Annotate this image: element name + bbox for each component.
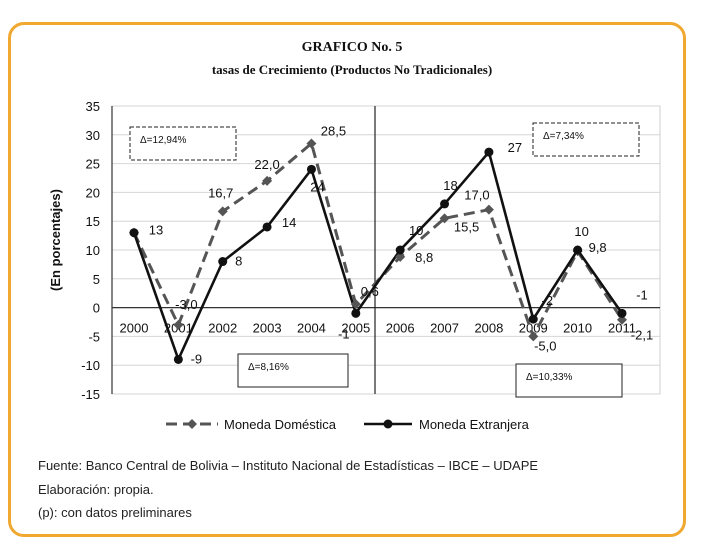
data-label-moneda-extranjera: 13 <box>149 223 163 238</box>
data-label-moneda-extranjera: 10 <box>574 224 588 239</box>
y-tick-label: 30 <box>86 128 100 143</box>
marker-moneda-domestica <box>173 319 184 330</box>
marker-moneda-extranjera <box>440 199 450 209</box>
chart-title: GRAFICO No. 5 <box>301 40 403 55</box>
elaboration-note: Elaboración: propia. <box>38 482 154 497</box>
y-axis-label: (En porcentajes) <box>48 189 63 291</box>
x-tick-label: 2006 <box>386 321 415 336</box>
marker-moneda-domestica <box>306 138 317 149</box>
chart-frame <box>8 22 686 537</box>
marker-moneda-domestica <box>483 204 494 215</box>
y-tick-label: 20 <box>86 185 100 200</box>
y-tick-label: 0 <box>93 301 100 316</box>
data-label-moneda-extranjera: -1 <box>338 326 350 341</box>
y-tick-label: 15 <box>86 214 100 229</box>
data-label-moneda-extranjera: 24 <box>310 179 324 194</box>
marker-moneda-domestica <box>395 251 406 262</box>
data-label-moneda-extranjera: -2 <box>541 293 553 308</box>
data-label-moneda-extranjera: 18 <box>443 178 457 193</box>
delta-box <box>532 122 640 157</box>
marker-moneda-extranjera <box>351 308 361 318</box>
marker-moneda-extranjera <box>262 222 272 232</box>
marker-moneda-extranjera <box>129 228 139 238</box>
data-label-moneda-domestica: -5,0 <box>534 338 556 353</box>
x-tick-label: 2011 <box>608 321 636 336</box>
marker-moneda-extranjera <box>617 308 627 318</box>
preliminary-note: (p): con datos preliminares <box>38 505 192 520</box>
delta-box <box>515 363 623 398</box>
data-label-moneda-extranjera: 14 <box>282 215 296 230</box>
data-label-moneda-domestica: -3,0 <box>175 297 197 312</box>
x-tick-label: 2000 <box>120 321 149 336</box>
legend-marker-moneda-extranjera <box>383 419 393 429</box>
y-tick-label: -15 <box>81 387 100 402</box>
legend-label-moneda-domestica: Moneda Doméstica <box>224 417 337 432</box>
legend-marker-moneda-domestica <box>187 419 197 429</box>
x-tick-label: 2002 <box>208 321 237 336</box>
y-tick-label: 10 <box>86 243 100 258</box>
delta-annotation: Δ=12,94% <box>140 135 187 146</box>
marker-moneda-domestica <box>617 314 627 325</box>
data-label-moneda-extranjera: 8 <box>235 254 242 269</box>
marker-moneda-domestica <box>439 213 450 224</box>
chart-subtitle: tasas de Crecimiento (Productos No Tradi… <box>211 62 493 77</box>
marker-moneda-extranjera <box>573 245 583 255</box>
x-tick-label: 2010 <box>563 321 592 336</box>
marker-moneda-domestica <box>528 331 539 342</box>
data-label-moneda-extranjera: 27 <box>508 140 522 155</box>
data-label-moneda-domestica: 16,7 <box>208 185 233 200</box>
data-label-moneda-domestica: 9,8 <box>589 240 607 255</box>
x-tick-label: 2008 <box>474 321 503 336</box>
marker-moneda-extranjera <box>306 164 316 174</box>
marker-moneda-extranjera <box>173 354 183 364</box>
delta-box <box>129 126 237 161</box>
delta-annotation: Δ=10,33% <box>526 372 573 383</box>
y-tick-label: -5 <box>88 329 100 344</box>
x-tick-label: 2005 <box>341 321 370 336</box>
series-line-moneda-extranjera <box>132 149 624 363</box>
source-note: Fuente: Banco Central de Bolivia – Insti… <box>38 458 539 473</box>
marker-moneda-domestica <box>262 175 273 186</box>
marker-moneda-extranjera <box>395 245 405 255</box>
data-label-moneda-extranjera: -1 <box>636 287 648 302</box>
marker-moneda-extranjera <box>218 257 228 267</box>
data-label-moneda-domestica: -2,1 <box>631 328 653 343</box>
x-tick-label: 2004 <box>297 321 326 336</box>
data-label-moneda-domestica: 15,5 <box>454 219 479 234</box>
data-label-moneda-domestica: 0,6 <box>361 284 379 299</box>
data-label-moneda-domestica: 28,5 <box>321 123 346 138</box>
y-tick-label: 5 <box>93 272 100 287</box>
x-tick-label: 2003 <box>253 321 282 336</box>
delta-annotation: Δ=8,16% <box>248 362 289 373</box>
y-tick-label: 25 <box>86 157 100 172</box>
data-label-moneda-extranjera: -9 <box>191 351 203 366</box>
marker-moneda-extranjera <box>484 147 494 157</box>
data-label-moneda-domestica: 22,0 <box>254 157 279 172</box>
delta-annotation: Δ=7,34% <box>543 131 584 142</box>
marker-moneda-domestica <box>350 299 361 310</box>
data-label-moneda-domestica: 17,0 <box>464 188 489 203</box>
data-label-moneda-domestica: 8,8 <box>415 250 433 265</box>
marker-moneda-domestica <box>217 206 228 217</box>
data-label-moneda-extranjera: 10 <box>409 223 423 238</box>
delta-box <box>237 353 349 388</box>
y-tick-label: -10 <box>81 358 100 373</box>
marker-moneda-extranjera <box>528 314 538 324</box>
y-tick-label: 35 <box>86 99 100 114</box>
legend-label-moneda-extranjera: Moneda Extranjera <box>419 417 530 432</box>
x-tick-label: 2007 <box>430 321 459 336</box>
